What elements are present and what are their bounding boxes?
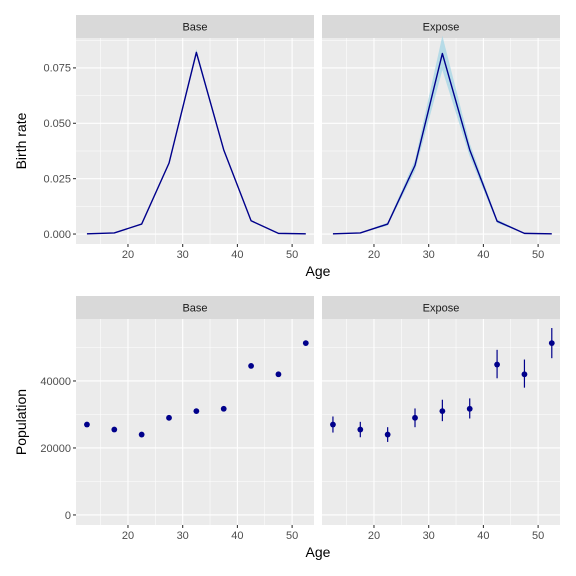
x-tick-label: 40 <box>231 249 243 261</box>
data-point <box>248 362 254 369</box>
x-tick-label: 50 <box>286 249 298 261</box>
birth-rate-panel-expose: Expose 20 30 40 50 <box>322 15 560 261</box>
data-point <box>466 405 473 412</box>
series-line <box>86 51 306 235</box>
data-point <box>330 421 336 428</box>
x-axis-ticks: 20 30 40 50 <box>368 525 544 542</box>
y-tick-label: 20000 <box>40 443 71 455</box>
data-point <box>220 405 227 412</box>
y-tick-label: 0.075 <box>43 63 71 75</box>
strip-base <box>76 296 314 319</box>
y-tick-label: 0.050 <box>43 118 71 130</box>
x-tick-label: 20 <box>122 249 134 261</box>
data-marks <box>84 340 309 438</box>
data-point <box>357 426 364 433</box>
data-point <box>302 340 309 347</box>
panel-background <box>76 319 314 525</box>
y-axis-ticks: 0 20000 40000 <box>40 376 76 522</box>
y-tick-label: 40000 <box>40 376 71 388</box>
data-point <box>412 414 418 421</box>
y-axis-title: Birth rate <box>13 112 29 169</box>
x-axis-title: Age <box>306 544 331 560</box>
gridlines <box>76 319 314 525</box>
x-tick-label: 50 <box>286 530 298 542</box>
x-axis-ticks: 20 30 40 50 <box>368 244 544 261</box>
series-line <box>332 52 552 235</box>
strip-expose <box>322 15 560 38</box>
strip-expose <box>322 296 560 319</box>
strip-label-expose: Expose <box>423 303 460 315</box>
data-point <box>521 371 528 378</box>
x-axis-ticks: 20 30 40 50 <box>122 525 298 542</box>
y-tick-label: 0.000 <box>43 229 71 241</box>
strip-label-base: Base <box>182 303 207 315</box>
x-tick-label: 40 <box>477 249 489 261</box>
x-tick-label: 50 <box>532 530 544 542</box>
data-point <box>84 421 90 428</box>
data-point <box>193 408 200 415</box>
panel-background <box>76 38 314 244</box>
population-panel-expose: Expose 20 30 40 50 <box>322 296 560 542</box>
strip-label-base: Base <box>182 22 207 34</box>
population-panel-base: Base 20 30 40 50 <box>76 296 314 542</box>
gridlines <box>76 38 314 244</box>
data-point <box>494 361 500 368</box>
data-point <box>111 426 118 433</box>
x-axis-ticks: 20 30 40 50 <box>122 244 298 261</box>
x-axis-title: Age <box>306 263 331 279</box>
birth-rate-panel-base: Base 20 30 40 50 <box>76 15 314 261</box>
x-tick-label: 20 <box>368 249 380 261</box>
y-tick-label: 0.025 <box>43 173 71 185</box>
strip-base <box>76 15 314 38</box>
strip-label-expose: Expose <box>423 22 460 34</box>
panel-background <box>322 319 560 525</box>
x-tick-label: 30 <box>177 249 189 261</box>
data-point <box>275 371 282 378</box>
population-row: Base 20 30 40 50 Expose 20 30 40 50 0 20000 4000… <box>13 296 560 560</box>
gridlines <box>322 319 560 525</box>
data-marks <box>332 35 552 235</box>
data-point <box>166 414 172 421</box>
x-tick-label: 50 <box>532 249 544 261</box>
x-tick-label: 20 <box>368 530 380 542</box>
x-tick-label: 30 <box>177 530 189 542</box>
data-point <box>548 340 555 347</box>
y-axis-title: Population <box>13 389 29 455</box>
x-tick-label: 40 <box>231 530 243 542</box>
x-tick-label: 20 <box>122 530 134 542</box>
x-tick-label: 40 <box>477 530 489 542</box>
y-tick-label: 0 <box>65 510 71 522</box>
data-marks <box>86 49 306 235</box>
data-marks <box>330 328 555 442</box>
birth-rate-row: Base 20 30 40 50 Expose 20 30 40 50 0.000 0.025… <box>13 15 560 279</box>
gridlines <box>322 38 560 244</box>
data-point <box>384 431 391 438</box>
x-tick-label: 30 <box>423 530 435 542</box>
data-point <box>439 408 446 415</box>
x-tick-label: 30 <box>423 249 435 261</box>
y-axis-ticks: 0.000 0.025 0.050 0.075 <box>43 63 76 241</box>
data-point <box>138 431 145 438</box>
